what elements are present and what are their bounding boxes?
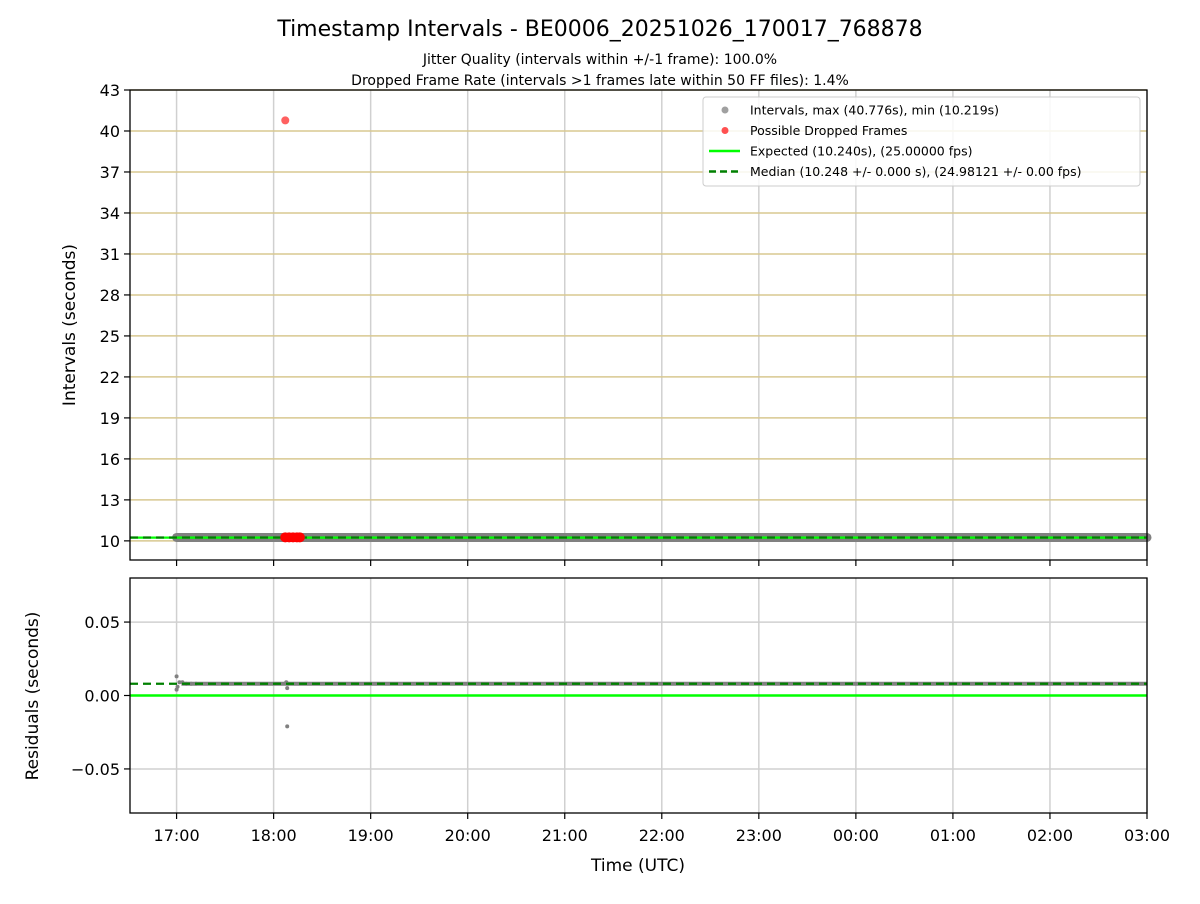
top-y-tick-label: 40 xyxy=(100,122,120,141)
top-y-tick-label: 25 xyxy=(100,327,120,346)
chart-subtitle-jitter: Jitter Quality (intervals within +/-1 fr… xyxy=(422,52,777,68)
legend-marker xyxy=(721,127,729,134)
residual-point xyxy=(285,686,290,691)
x-tick-label: 00:00 xyxy=(833,826,879,845)
x-tick-label: 03:00 xyxy=(1124,826,1170,845)
residual-point xyxy=(189,681,194,686)
top-y-tick-label: 13 xyxy=(100,491,120,510)
dropped-frame-point xyxy=(281,116,290,125)
x-tick-label: 22:00 xyxy=(639,826,685,845)
x-tick-label: 17:00 xyxy=(154,826,200,845)
bottom-y-axis-label: Residuals (seconds) xyxy=(23,612,43,781)
bottom-y-tick-label: 0.05 xyxy=(84,613,120,632)
bottom-axes-frame xyxy=(129,577,1148,814)
legend-marker xyxy=(721,106,729,114)
legend-label: Expected (10.240s), (25.00000 fps) xyxy=(750,144,972,159)
top-axes-frame xyxy=(129,89,1148,561)
x-tick-label: 02:00 xyxy=(1027,826,1073,845)
dropped-frame-point xyxy=(294,532,305,543)
top-y-tick-label: 16 xyxy=(100,450,120,469)
bottom-y-tick-label: 0.00 xyxy=(84,687,120,706)
residual-point xyxy=(175,684,180,689)
top-y-tick-label: 10 xyxy=(100,532,120,551)
residual-point xyxy=(285,724,290,729)
legend: Intervals, max (40.776s), min (10.219s) P… xyxy=(702,96,1141,187)
legend-label: Possible Dropped Frames xyxy=(750,123,907,138)
top-y-tick-label: 43 xyxy=(100,81,120,100)
top-y-tick-label: 31 xyxy=(100,245,120,264)
legend-label: Intervals, max (40.776s), min (10.219s) xyxy=(750,103,999,118)
chart-title: Timestamp Intervals - BE0006_20251026_17… xyxy=(276,17,922,42)
legend-label: Median (10.248 +/- 0.000 s), (24.98121 +… xyxy=(750,164,1081,179)
top-y-tick-label: 34 xyxy=(100,204,120,223)
x-tick-label: 21:00 xyxy=(542,826,588,845)
x-tick-label: 18:00 xyxy=(251,826,297,845)
top-y-axis-label: Intervals (seconds) xyxy=(60,244,80,406)
x-tick-label: 19:00 xyxy=(348,826,394,845)
residual-point xyxy=(174,674,179,679)
x-tick-label: 01:00 xyxy=(930,826,976,845)
x-tick-label: 20:00 xyxy=(445,826,491,845)
legend-box xyxy=(702,96,1141,187)
bottom-y-tick-label: −0.05 xyxy=(71,760,120,779)
x-axis-label: Time (UTC) xyxy=(590,856,685,876)
residual-point xyxy=(177,680,182,685)
top-y-tick-label: 19 xyxy=(100,409,120,428)
chart-subtitle-dropped: Dropped Frame Rate (intervals >1 frames … xyxy=(351,73,849,89)
x-tick-label: 23:00 xyxy=(736,826,782,845)
top-y-tick-label: 22 xyxy=(100,368,120,387)
top-y-tick-label: 37 xyxy=(100,163,120,182)
top-y-tick-label: 28 xyxy=(100,286,120,305)
